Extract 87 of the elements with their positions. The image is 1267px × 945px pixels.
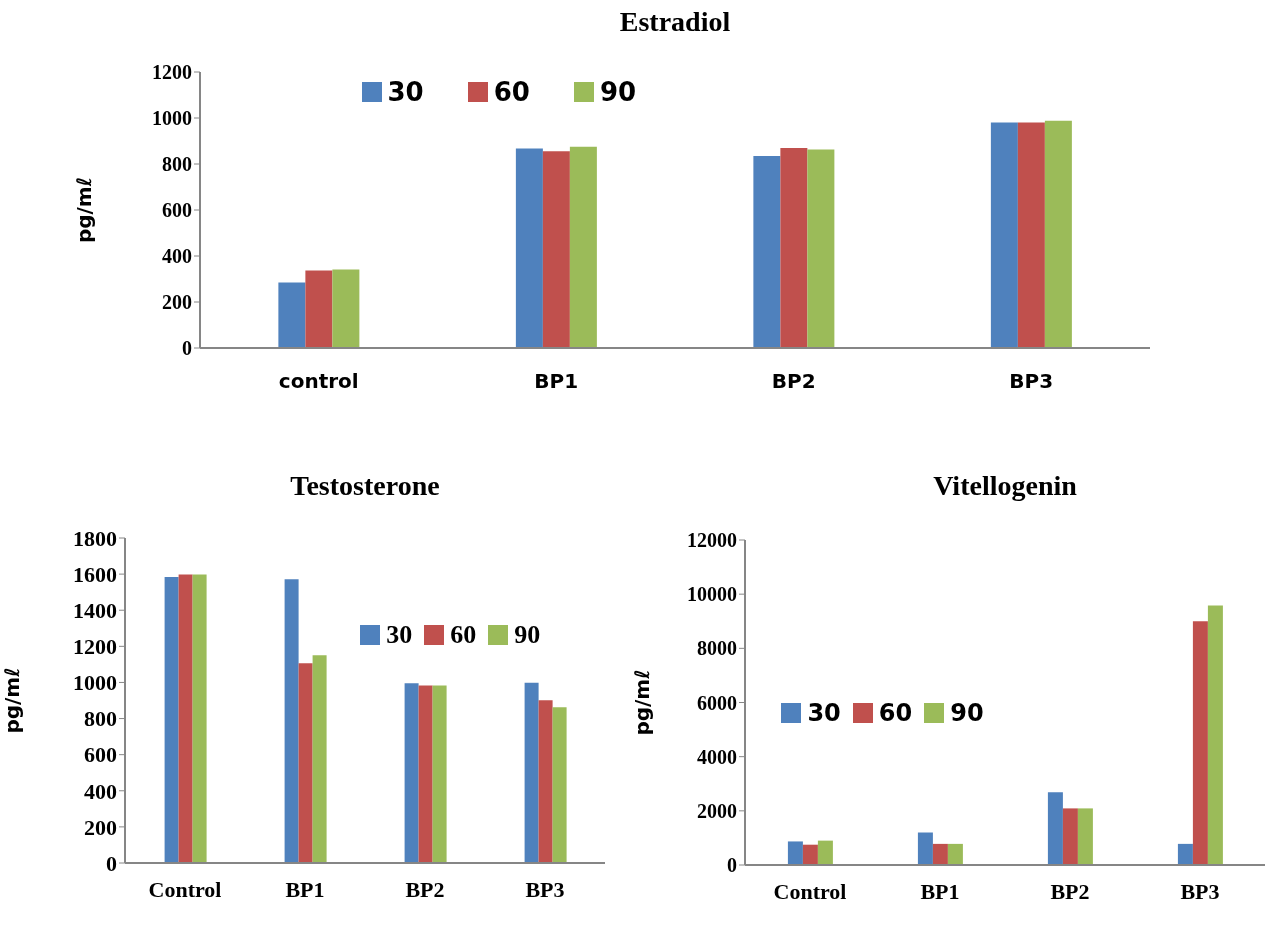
y-tick-label: 600 bbox=[84, 742, 117, 768]
bar bbox=[178, 574, 193, 863]
y-tick-label: 800 bbox=[84, 706, 117, 732]
bar bbox=[552, 707, 567, 863]
bar bbox=[802, 844, 818, 865]
bar bbox=[332, 269, 360, 348]
bar bbox=[284, 579, 299, 863]
y-axis-title: pg/mℓ bbox=[72, 176, 97, 244]
x-tick-label: BP2 bbox=[405, 876, 445, 902]
bar bbox=[524, 682, 539, 863]
y-tick-label: 600 bbox=[162, 199, 192, 222]
x-tick-label: BP2 bbox=[771, 369, 816, 394]
y-tick-label: 1200 bbox=[73, 634, 117, 660]
y-tick-label: 2000 bbox=[697, 799, 737, 822]
bar bbox=[432, 685, 447, 863]
bar bbox=[1017, 122, 1045, 348]
legend-label: 60 bbox=[878, 698, 913, 727]
bar bbox=[817, 840, 833, 865]
y-tick-label: 1200 bbox=[152, 61, 192, 84]
y-tick-label: 1000 bbox=[152, 107, 192, 130]
bar bbox=[569, 146, 597, 348]
bar bbox=[418, 685, 433, 863]
y-tick-label: 6000 bbox=[697, 691, 737, 714]
y-axis-title: pg/mℓ bbox=[0, 667, 25, 734]
y-tick-label: 400 bbox=[162, 245, 192, 268]
bar bbox=[807, 149, 835, 348]
legend-label: 90 bbox=[514, 619, 541, 650]
bar bbox=[278, 282, 306, 348]
bar bbox=[305, 270, 333, 348]
bar bbox=[538, 700, 553, 863]
bar bbox=[1077, 808, 1093, 865]
chart-title: Estradiol bbox=[618, 6, 732, 38]
bar bbox=[1207, 605, 1223, 865]
bar bbox=[1177, 843, 1193, 865]
bar bbox=[1047, 792, 1063, 865]
chart-title: Testosterone bbox=[289, 470, 441, 502]
y-axis-title: pg/mℓ bbox=[630, 669, 655, 736]
x-tick-label: BP1 bbox=[285, 876, 325, 902]
bar bbox=[1192, 621, 1208, 865]
bar bbox=[164, 577, 179, 863]
x-tick-label: BP3 bbox=[1180, 878, 1220, 904]
legend-label: 60 bbox=[493, 77, 530, 107]
bar bbox=[990, 122, 1018, 348]
legend-label: 90 bbox=[599, 77, 637, 107]
y-tick-label: 10000 bbox=[687, 583, 737, 606]
legend-label: 60 bbox=[450, 619, 477, 650]
y-tick-label: 400 bbox=[84, 778, 117, 804]
y-tick-label: 1400 bbox=[73, 598, 117, 624]
y-tick-label: 1000 bbox=[73, 670, 117, 696]
legend-label: 30 bbox=[387, 77, 424, 107]
y-tick-label: 12000 bbox=[687, 529, 737, 552]
x-tick-label: BP2 bbox=[1050, 878, 1090, 904]
bar bbox=[192, 574, 207, 863]
bar bbox=[753, 155, 781, 348]
y-tick-label: 1800 bbox=[73, 525, 117, 551]
x-tick-label: Control bbox=[773, 878, 847, 904]
legend-label: 90 bbox=[950, 698, 984, 727]
bar bbox=[515, 148, 543, 348]
y-tick-label: 0 bbox=[727, 854, 737, 877]
chart-title: Vitellogenin bbox=[932, 470, 1078, 502]
bar bbox=[298, 663, 313, 863]
bar bbox=[932, 843, 948, 865]
bar bbox=[787, 841, 803, 865]
y-tick-label: 8000 bbox=[697, 637, 737, 660]
y-tick-label: 4000 bbox=[697, 745, 737, 768]
bar bbox=[542, 151, 570, 348]
x-tick-label: BP3 bbox=[1009, 369, 1054, 394]
y-tick-label: 1600 bbox=[73, 561, 117, 587]
bar bbox=[404, 683, 419, 863]
x-tick-label: BP1 bbox=[534, 369, 579, 394]
y-tick-label: 200 bbox=[84, 814, 117, 840]
bar bbox=[947, 843, 963, 865]
y-tick-label: 200 bbox=[162, 291, 192, 314]
y-tick-label: 0 bbox=[182, 337, 192, 360]
legend-label: 30 bbox=[386, 619, 413, 650]
x-tick-label: control bbox=[278, 369, 359, 394]
y-tick-label: 0 bbox=[106, 850, 117, 876]
bar bbox=[780, 147, 808, 348]
x-tick-label: BP3 bbox=[525, 876, 565, 902]
legend-label: 30 bbox=[807, 698, 841, 727]
bar bbox=[1044, 120, 1072, 348]
x-tick-label: BP1 bbox=[920, 878, 960, 904]
x-tick-label: Control bbox=[148, 876, 222, 902]
bar bbox=[917, 832, 933, 865]
bar bbox=[1062, 808, 1078, 865]
bar bbox=[312, 655, 327, 863]
y-tick-label: 800 bbox=[162, 153, 192, 176]
